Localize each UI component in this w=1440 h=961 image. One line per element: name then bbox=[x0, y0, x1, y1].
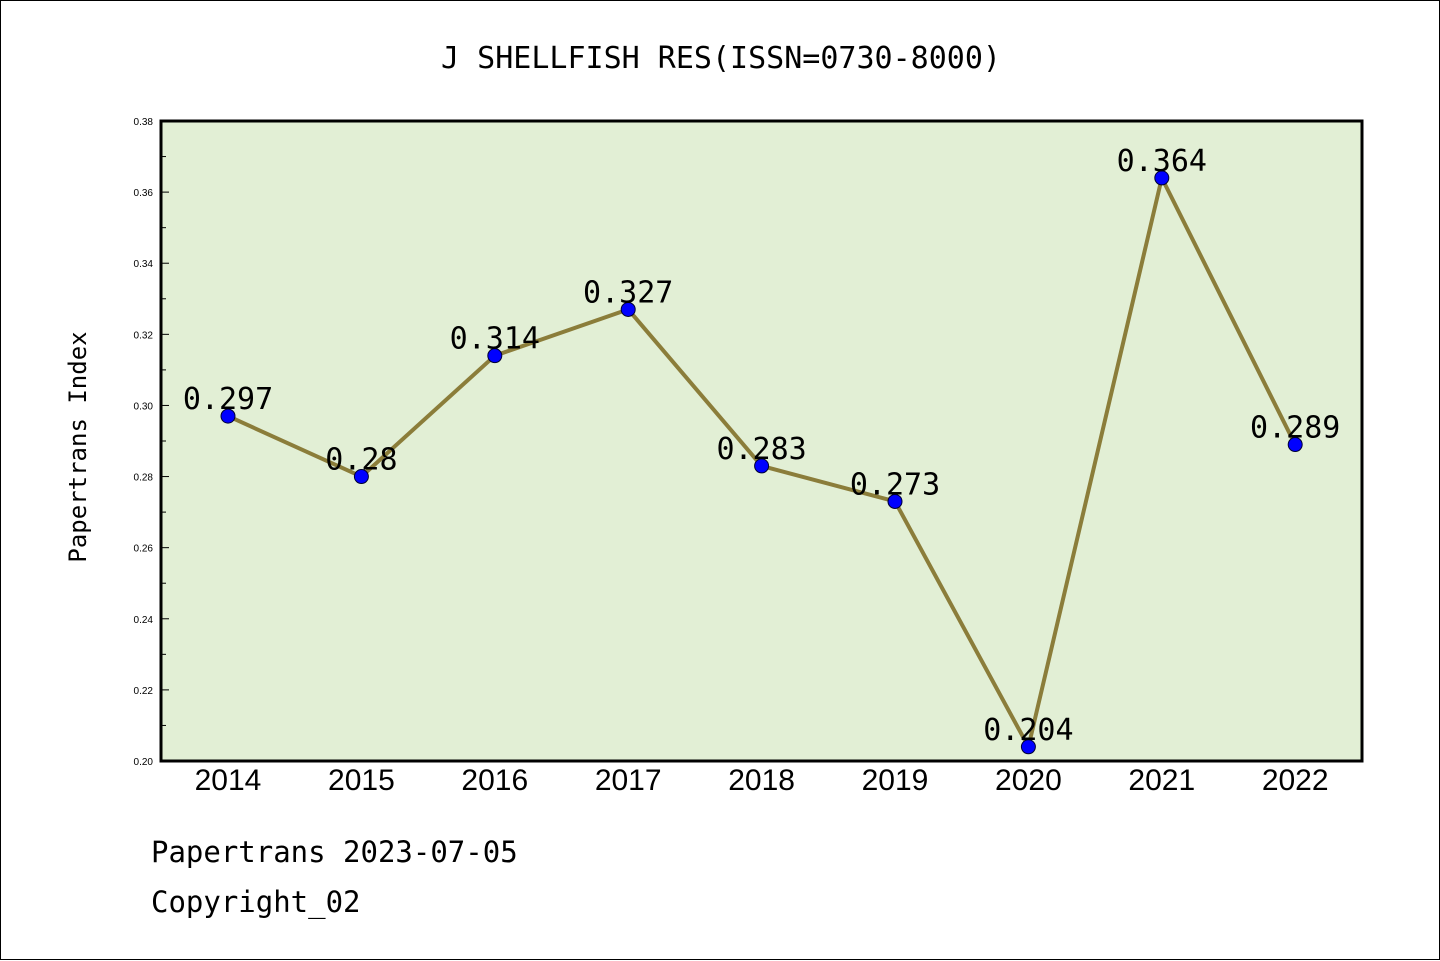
data-label: 0.204 bbox=[983, 713, 1073, 748]
y-tick-label: 0.24 bbox=[134, 615, 154, 626]
y-tick-label: 0.20 bbox=[134, 757, 154, 768]
data-point-marker bbox=[487, 348, 503, 364]
footer-date-text: Papertrans 2023-07-05 bbox=[151, 835, 518, 869]
y-tick-label: 0.30 bbox=[134, 401, 154, 412]
x-tick-label: 2022 bbox=[1262, 764, 1329, 797]
y-tick-label: 0.22 bbox=[134, 686, 154, 697]
y-tick-label: 0.26 bbox=[134, 544, 154, 555]
x-axis: 2014 2015 2016 2017 2018 2019 2020 2021 2022 bbox=[195, 764, 1329, 797]
y-tick-label: 0.32 bbox=[134, 330, 154, 341]
plot-area bbox=[159, 119, 1364, 763]
data-label: 0.364 bbox=[1117, 144, 1207, 179]
x-tick-label: 2019 bbox=[862, 764, 929, 797]
data-point-marker bbox=[353, 469, 369, 485]
data-label: 0.314 bbox=[450, 322, 540, 357]
data-point-marker bbox=[887, 493, 903, 509]
x-tick-label: 2015 bbox=[328, 764, 395, 797]
data-point-marker bbox=[1287, 437, 1303, 453]
chart-title: J SHELLFISH RES(ISSN=0730-8000) bbox=[441, 41, 1001, 76]
footer-copyright-text: Copyright_02 bbox=[151, 885, 361, 919]
data-point-marker bbox=[220, 408, 236, 424]
data-label: 0.28 bbox=[325, 443, 397, 478]
y-tick-label: 0.28 bbox=[134, 473, 154, 484]
y-axis-label: Papertrans Index bbox=[64, 331, 92, 562]
x-tick-label: 2017 bbox=[595, 764, 662, 797]
data-point-marker bbox=[1020, 739, 1036, 755]
x-tick-label: 2016 bbox=[461, 764, 528, 797]
data-label: 0.283 bbox=[716, 432, 806, 467]
data-point-marker bbox=[1154, 170, 1170, 186]
data-label: 0.327 bbox=[583, 275, 673, 310]
data-labels: 0.297 0.28 0.314 0.327 0.283 0.273 0.204 0.364 0… bbox=[183, 144, 1341, 748]
y-tick-label: 0.34 bbox=[134, 259, 154, 270]
y-tick-label: 0.36 bbox=[134, 188, 154, 199]
data-label: 0.273 bbox=[850, 467, 940, 502]
data-point-marker bbox=[754, 458, 770, 474]
y-axis: 0.20 0.22 0.24 0.26 0.28 0.30 0.32 0.34 0.36 0.38 bbox=[134, 117, 169, 768]
data-points bbox=[220, 170, 1303, 755]
y-tick-label: 0.38 bbox=[134, 117, 154, 128]
x-tick-label: 2020 bbox=[995, 764, 1062, 797]
x-tick-label: 2014 bbox=[195, 764, 262, 797]
data-label: 0.297 bbox=[183, 382, 273, 417]
data-point-marker bbox=[620, 301, 636, 317]
x-tick-label: 2018 bbox=[728, 764, 795, 797]
data-label: 0.289 bbox=[1250, 411, 1340, 446]
x-tick-label: 2021 bbox=[1128, 764, 1195, 797]
